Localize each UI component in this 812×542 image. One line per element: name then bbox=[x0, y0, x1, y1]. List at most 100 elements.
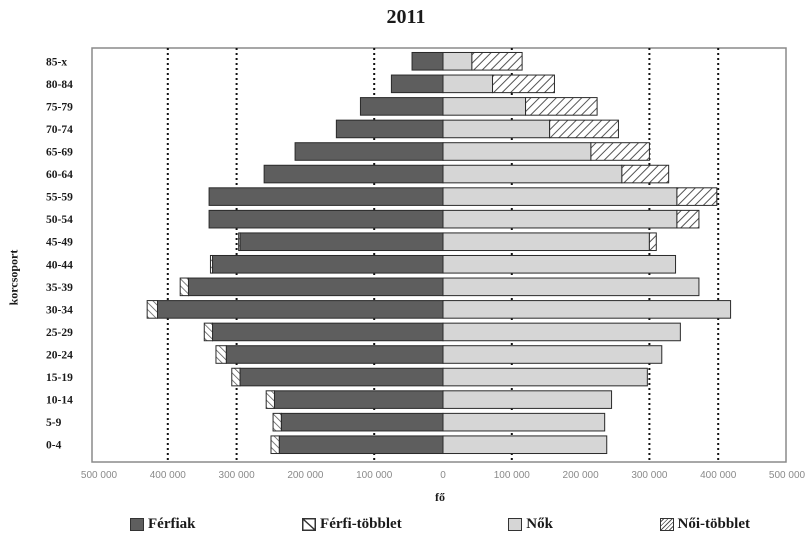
x-tick-label: 200 000 bbox=[287, 470, 324, 481]
bar-men bbox=[411, 51, 444, 71]
legend-item-men-excess: Férfi-többlet bbox=[302, 516, 402, 533]
bar-men-excess bbox=[209, 254, 214, 274]
bar-men bbox=[294, 142, 444, 161]
bar-men-excess bbox=[272, 412, 282, 432]
bar-women bbox=[442, 209, 678, 229]
bar-women bbox=[442, 300, 732, 319]
bar-men-excess bbox=[265, 390, 275, 409]
bar-men bbox=[187, 277, 444, 297]
y-tick-label: 80-84 bbox=[46, 79, 73, 91]
y-tick-label: 30-34 bbox=[46, 304, 73, 316]
bar-men bbox=[273, 390, 444, 409]
y-tick-label: 40-44 bbox=[46, 259, 73, 271]
x-tick-label: 500 000 bbox=[81, 470, 118, 481]
bar-men bbox=[239, 367, 444, 387]
bar-women-excess bbox=[648, 232, 657, 252]
bar-men-excess bbox=[203, 322, 214, 342]
plot-area-frame bbox=[91, 47, 787, 463]
bar-men bbox=[225, 345, 444, 364]
bar-men bbox=[212, 254, 444, 274]
y-tick-label: 10-14 bbox=[46, 395, 73, 407]
bar-women-excess bbox=[525, 97, 598, 116]
x-tick-label: 400 000 bbox=[700, 470, 737, 481]
y-tick-label: 65-69 bbox=[46, 147, 73, 159]
y-tick-label: 25-29 bbox=[46, 327, 73, 339]
bar-women bbox=[442, 345, 663, 364]
y-tick-label: 85-x bbox=[46, 56, 67, 68]
y-tick-label: 45-49 bbox=[46, 237, 73, 249]
bar-women bbox=[442, 187, 678, 206]
y-tick-label: 75-79 bbox=[46, 101, 73, 113]
bar-women bbox=[442, 142, 592, 161]
legend: Férfiak Férfi-többlet Nők Női-többlet bbox=[130, 516, 750, 533]
chart-title: 2011 bbox=[386, 6, 426, 28]
x-tick-label: 300 000 bbox=[219, 470, 256, 481]
legend-swatch-men bbox=[130, 518, 144, 531]
bar-men bbox=[208, 209, 444, 229]
bar-men bbox=[208, 187, 444, 206]
bar-women bbox=[442, 119, 551, 139]
bar-men bbox=[335, 119, 444, 139]
bar-men bbox=[359, 97, 444, 116]
y-axis-title: korcsoport bbox=[6, 249, 21, 306]
y-tick-label: 15-19 bbox=[46, 372, 73, 384]
x-tick-label: 400 000 bbox=[150, 470, 187, 481]
bar-men-excess bbox=[146, 300, 158, 319]
bar-women-excess bbox=[492, 74, 555, 94]
legend-swatch-men-excess bbox=[302, 518, 317, 531]
bar-women-excess bbox=[590, 142, 650, 161]
x-axis-title: fő bbox=[435, 490, 445, 504]
bar-men bbox=[390, 74, 444, 94]
y-tick-label: 20-24 bbox=[46, 350, 73, 362]
y-axis-title-wrap: korcsoport bbox=[4, 230, 24, 330]
x-tick-label: 500 000 bbox=[769, 470, 806, 481]
legend-label-women: Nők bbox=[526, 516, 553, 532]
legend-label-men-excess: Férfi-többlet bbox=[320, 516, 402, 532]
bar-men bbox=[263, 164, 444, 184]
bar-women bbox=[442, 97, 527, 116]
legend-item-women: Nők bbox=[508, 516, 553, 533]
legend-label-women-excess: Női-többlet bbox=[677, 516, 751, 532]
legend-swatch-women-excess bbox=[659, 518, 674, 531]
bar-women bbox=[442, 232, 650, 252]
x-tick-label: 0 bbox=[440, 470, 446, 481]
y-tick-label: 0-4 bbox=[46, 440, 62, 452]
x-tick-label: 200 000 bbox=[563, 470, 600, 481]
y-tick-label: 50-54 bbox=[46, 214, 73, 226]
y-tick-label: 5-9 bbox=[46, 417, 62, 429]
bar-women bbox=[442, 164, 623, 184]
y-tick-label: 55-59 bbox=[46, 192, 73, 204]
bar-men bbox=[278, 435, 444, 455]
legend-swatch-women bbox=[508, 518, 523, 531]
bar-men-excess bbox=[231, 367, 241, 387]
y-tick-label: 70-74 bbox=[46, 124, 73, 136]
bar-women bbox=[442, 367, 648, 387]
bar-women bbox=[442, 254, 677, 274]
bar-women bbox=[442, 390, 613, 409]
bar-women bbox=[442, 74, 494, 94]
bar-women bbox=[442, 277, 700, 297]
x-tick-label: 100 000 bbox=[356, 470, 393, 481]
bar-men bbox=[212, 322, 444, 342]
bar-men bbox=[280, 412, 444, 432]
bar-women-excess bbox=[621, 164, 670, 184]
bar-women bbox=[442, 51, 473, 71]
bar-women bbox=[442, 322, 681, 342]
y-tick-label: 60-64 bbox=[46, 169, 73, 181]
bar-women bbox=[442, 412, 606, 432]
bar-women-excess bbox=[676, 187, 718, 206]
bar-women-excess bbox=[549, 119, 619, 139]
x-tick-label: 100 000 bbox=[494, 470, 531, 481]
y-tick-label: 35-39 bbox=[46, 282, 73, 294]
legend-item-women-excess: Női-többlet bbox=[659, 516, 751, 533]
bar-women bbox=[442, 435, 608, 455]
x-tick-label: 300 000 bbox=[631, 470, 668, 481]
bar-men-excess bbox=[179, 277, 189, 297]
bar-women-excess bbox=[676, 209, 700, 229]
bar-men-excess bbox=[270, 435, 280, 455]
bar-men-excess bbox=[215, 345, 227, 364]
bar-men bbox=[239, 232, 444, 252]
bar-women-excess bbox=[471, 51, 523, 71]
bar-men-excess bbox=[238, 232, 241, 252]
